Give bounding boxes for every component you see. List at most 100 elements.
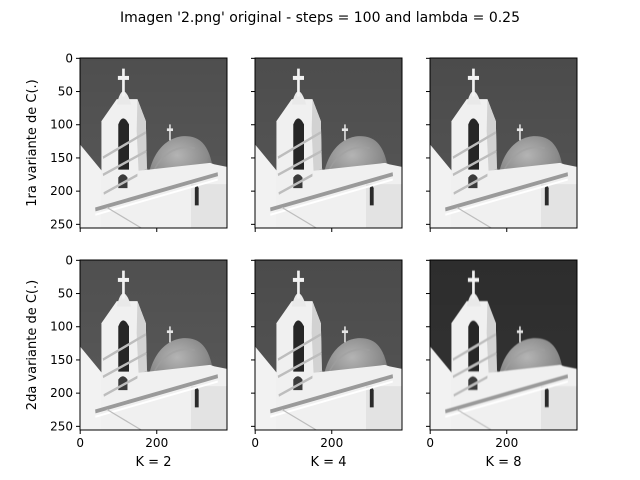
- dome-cross-bar: [166, 330, 174, 334]
- arch-upper: [293, 118, 304, 170]
- panel-frame: [79, 57, 228, 229]
- tower-cap: [116, 91, 132, 105]
- roof-line: [270, 374, 394, 414]
- y-tick-label: 250: [50, 419, 73, 433]
- cross-post: [472, 270, 475, 299]
- y-tick-label: 200: [50, 386, 73, 400]
- x-tick-label: 0: [251, 436, 259, 450]
- roof-edge: [270, 178, 393, 216]
- window: [544, 387, 549, 408]
- building: [255, 270, 402, 430]
- panel-frame: [429, 259, 578, 431]
- roof-line: [445, 172, 569, 212]
- y-tick-label: 100: [50, 118, 73, 132]
- row-label: 2da variante de C(.): [25, 280, 40, 410]
- panel-image: [255, 58, 402, 228]
- roof-edge: [445, 380, 568, 418]
- dome-cross-post: [169, 124, 171, 141]
- tower-cap: [291, 91, 307, 105]
- cross-post: [122, 270, 125, 299]
- window: [369, 387, 374, 408]
- base-diagonal: [281, 206, 317, 228]
- roof-edge: [95, 178, 218, 216]
- cross-bar: [117, 277, 129, 282]
- dome-cross-post: [344, 326, 346, 343]
- window: [369, 185, 374, 206]
- col-label: K = 8: [486, 455, 522, 470]
- cross-bar: [292, 277, 304, 282]
- building: [255, 68, 402, 228]
- building: [430, 68, 577, 228]
- x-tick-label: 0: [76, 436, 84, 450]
- dome-cross-bar: [516, 128, 524, 132]
- tower-cap: [466, 293, 482, 307]
- panel-frame: [254, 57, 403, 229]
- figure-title: Imagen '2.png' original - steps = 100 an…: [120, 10, 520, 26]
- panel-image: [255, 260, 402, 430]
- panel-image: [430, 58, 577, 228]
- building: [80, 270, 227, 430]
- dome-cross-bar: [516, 330, 524, 334]
- cross-bar: [467, 277, 479, 282]
- dome-cross-bar: [166, 128, 174, 132]
- cross-bar: [292, 75, 304, 80]
- panel-frame: [79, 259, 228, 431]
- y-tick-label: 50: [58, 85, 73, 99]
- cross-post: [297, 68, 300, 97]
- building: [430, 270, 577, 430]
- row-label: 1ra variante de C(.): [25, 79, 40, 207]
- roof-line: [270, 172, 394, 212]
- base-diagonal: [281, 408, 317, 430]
- panel-r1-c1: 0 50 100 150 200 250 1ra variante de C(.): [25, 51, 228, 232]
- window: [194, 185, 199, 206]
- dome-cross-post: [169, 326, 171, 343]
- panel-image: [430, 260, 577, 430]
- dome-cross-bar: [341, 330, 349, 334]
- tower-cap: [466, 91, 482, 105]
- col-label: K = 2: [136, 455, 172, 470]
- y-tick-label: 150: [50, 353, 73, 367]
- x-tick-label: 200: [145, 436, 168, 450]
- y-tick-label: 250: [50, 217, 73, 231]
- col-label: K = 4: [311, 455, 347, 470]
- y-tick-label: 0: [65, 51, 73, 65]
- y-tick-label: 150: [50, 151, 73, 165]
- arch-upper: [468, 320, 479, 372]
- x-tick-label: 200: [320, 436, 343, 450]
- y-tick-label: 200: [50, 184, 73, 198]
- arch-upper: [293, 320, 304, 372]
- panel-r2-c2: 0 200 K = 4: [251, 259, 403, 470]
- cross-bar: [467, 75, 479, 80]
- roof-line: [95, 172, 219, 212]
- cross-post: [297, 270, 300, 299]
- x-tick-label: 0: [426, 436, 434, 450]
- panel-r1-c3: [426, 57, 578, 232]
- panel-image: [80, 260, 227, 430]
- window: [194, 387, 199, 408]
- panel-frame: [429, 57, 578, 229]
- tower-cap: [116, 293, 132, 307]
- arch-upper: [118, 320, 129, 372]
- base-diagonal: [106, 206, 142, 228]
- roof-line: [445, 374, 569, 414]
- y-tick-label: 100: [50, 320, 73, 334]
- x-tick-label: 200: [495, 436, 518, 450]
- dome-cross-post: [519, 326, 521, 343]
- dome-cross-post: [344, 124, 346, 141]
- roof-line: [95, 374, 219, 414]
- arch-upper: [118, 118, 129, 170]
- panel-image: [80, 58, 227, 228]
- cross-post: [472, 68, 475, 97]
- base-diagonal: [456, 206, 492, 228]
- base-diagonal: [106, 408, 142, 430]
- tower-cap: [291, 293, 307, 307]
- roof-edge: [95, 380, 218, 418]
- panel-frame: [254, 259, 403, 431]
- dome-cross-post: [519, 124, 521, 141]
- y-tick-label: 50: [58, 287, 73, 301]
- panel-r1-c2: [251, 57, 403, 232]
- roof-edge: [445, 178, 568, 216]
- dome-cross-bar: [341, 128, 349, 132]
